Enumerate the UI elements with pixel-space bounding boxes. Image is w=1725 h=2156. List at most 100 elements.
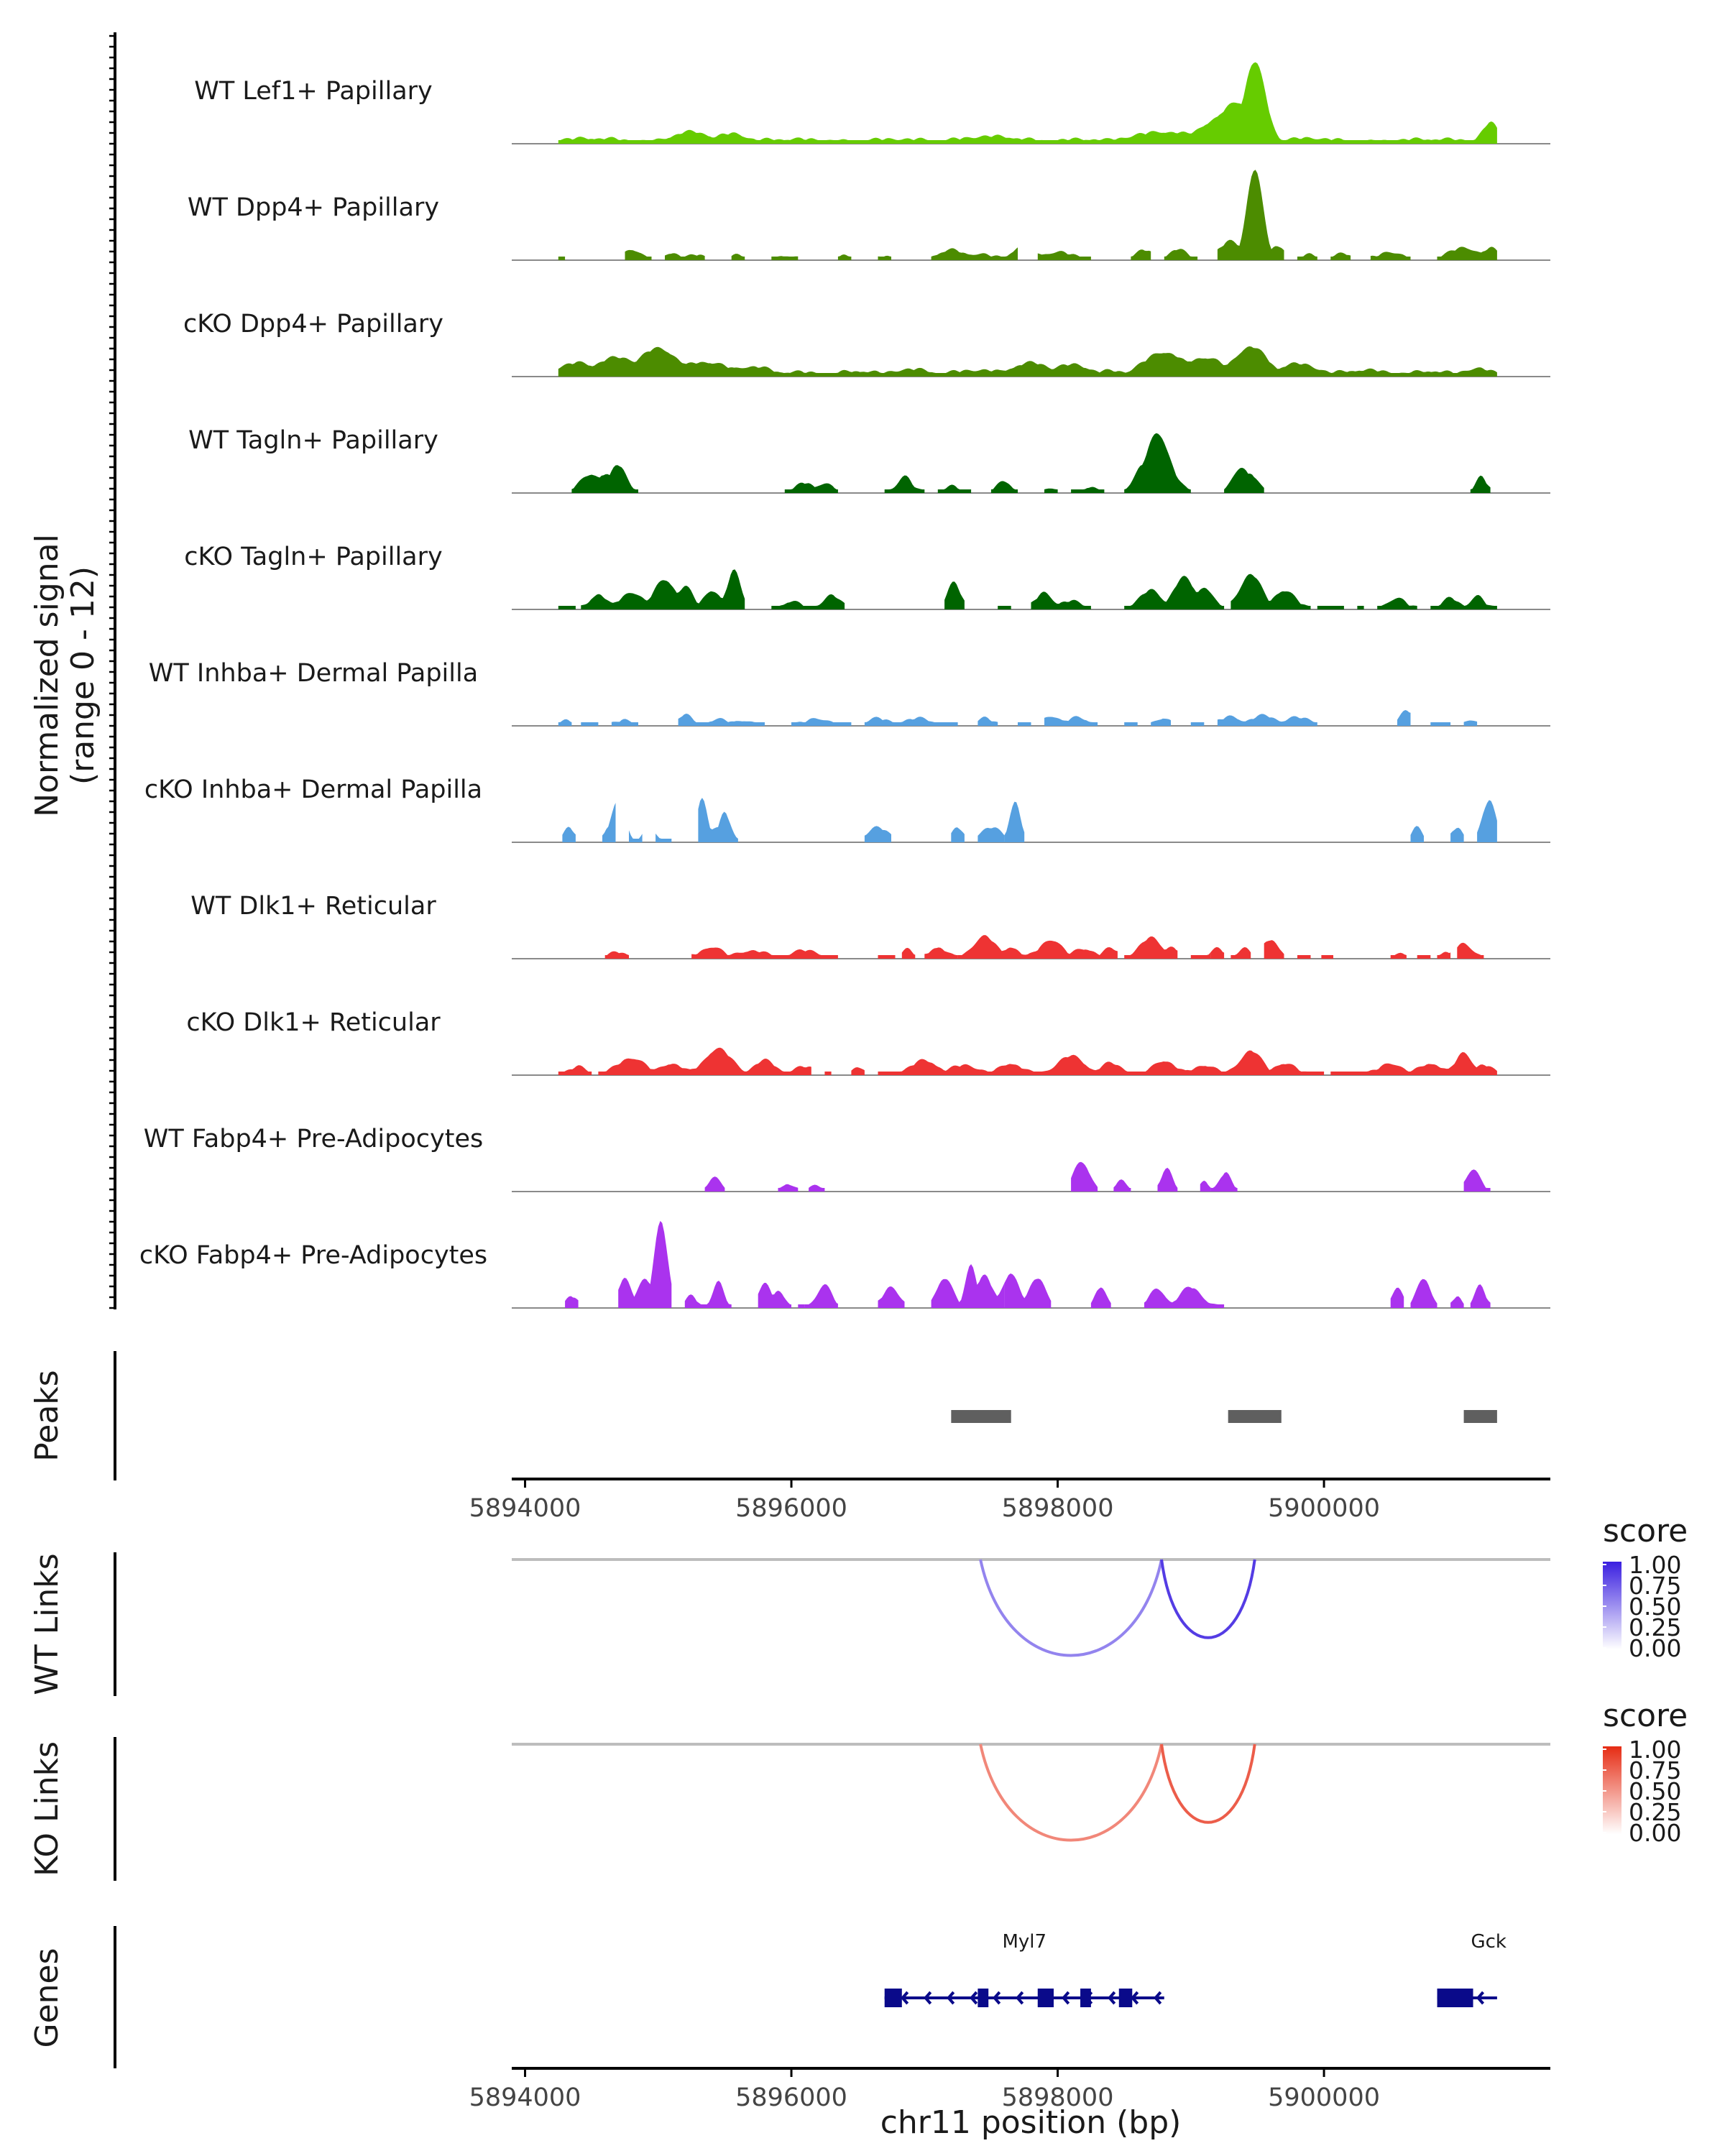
- gene-exon: [1437, 1989, 1473, 2007]
- track-area: [1377, 597, 1417, 609]
- track: WT Inhba+ Dermal Papilla: [149, 659, 1550, 727]
- track: WT Tagln+ Papillary: [188, 426, 1550, 494]
- track-area: [1450, 827, 1464, 842]
- track-area: [1477, 800, 1497, 842]
- track-area: [1463, 1169, 1491, 1192]
- track-area: [1217, 714, 1317, 726]
- legend-title: score: [1603, 1513, 1688, 1549]
- track-area: [1430, 722, 1451, 726]
- track-area: [1297, 955, 1311, 959]
- track-area: [1297, 253, 1317, 260]
- track-area: [1390, 1287, 1404, 1308]
- track-area: [1131, 249, 1151, 260]
- gene: Myl7: [884, 1931, 1164, 2007]
- strand-arrow: [970, 1991, 978, 2005]
- track-area: [1124, 722, 1138, 726]
- track-area: [1190, 722, 1205, 726]
- track: cKO Dpp4+ Papillary: [183, 310, 1550, 377]
- track-area: [884, 475, 925, 493]
- track-area: [611, 719, 638, 726]
- track-area: [1321, 955, 1333, 959]
- track-area: [944, 581, 965, 609]
- gene: Gck: [1437, 1931, 1506, 2007]
- track-area: [558, 719, 572, 726]
- link-arc: [979, 1743, 1164, 1842]
- link-arc: [1160, 1559, 1256, 1639]
- strand-arrow: [1154, 1991, 1162, 2005]
- track-area: [618, 1220, 672, 1308]
- track: cKO Inhba+ Dermal Papilla: [144, 775, 1550, 843]
- x-tick-label: 5898000: [1002, 1494, 1114, 1523]
- gene-exon: [978, 1989, 989, 2007]
- track-area: [1031, 591, 1091, 609]
- track: WT Dlk1+ Reticular: [190, 892, 1550, 959]
- track-area: [1210, 946, 1225, 959]
- track-area: [990, 481, 1018, 493]
- track-area: [924, 947, 958, 959]
- links-label: WT Links: [29, 1553, 65, 1695]
- track-area: [1217, 170, 1284, 260]
- track-area: [1410, 826, 1424, 842]
- y-axis-label-line2: (range 0 - 12): [65, 566, 101, 785]
- strand-arrow: [993, 1991, 1001, 2005]
- track-area: [931, 247, 1018, 260]
- track-area: [1071, 487, 1105, 493]
- x-axis-bottom: 5894000 5896000 5898000 5900000: [469, 2067, 1550, 2112]
- strand-arrow: [1108, 1991, 1116, 2005]
- x-tick-label: 5896000: [735, 1494, 847, 1523]
- track-area: [1190, 952, 1211, 959]
- peaks-label: Peaks: [29, 1370, 65, 1461]
- track-area: [878, 955, 896, 959]
- track-area: [1164, 249, 1198, 260]
- gene-exon: [1118, 1989, 1133, 2007]
- track-area: [1317, 606, 1344, 609]
- track-area: [824, 1072, 832, 1075]
- track-area: [691, 947, 838, 959]
- gene-name: Gck: [1471, 1931, 1506, 1953]
- track: cKO Fabp4+ Pre-Adipocytes: [139, 1220, 1550, 1309]
- track-area: [1330, 1052, 1497, 1075]
- track-area: [791, 718, 852, 726]
- x-tick-label: 5894000: [469, 2083, 581, 2112]
- legend-tick-label: 0.00: [1629, 1819, 1681, 1847]
- x-axis-top: 5894000 5896000 5898000 5900000: [469, 1478, 1550, 1523]
- track-area: [562, 826, 576, 842]
- genes-panel: Genes Myl7 Gck: [29, 1926, 1506, 2068]
- track-label: cKO Inhba+ Dermal Papilla: [144, 775, 482, 804]
- gene-exon: [884, 1989, 902, 2007]
- track-area: [625, 249, 652, 260]
- track-area: [798, 1304, 805, 1308]
- track-area: [1417, 955, 1431, 959]
- legend-title: score: [1603, 1697, 1688, 1734]
- strand-arrow: [901, 1991, 909, 2005]
- track-area: [1330, 252, 1351, 260]
- track-area: [951, 827, 965, 842]
- genes-label: Genes: [29, 1948, 65, 2047]
- track-area: [1230, 573, 1311, 609]
- strand-arrow: [1476, 1991, 1485, 2005]
- legend-tick-label: 0.00: [1629, 1634, 1681, 1662]
- track-area: [1463, 720, 1478, 726]
- coverage-tracks: WT Lef1+ Papillary WT Dpp4+ Papillary cKO …: [139, 62, 1550, 1309]
- x-tick-label: 5898000: [1002, 2083, 1114, 2112]
- track-area: [581, 722, 599, 726]
- track-area: [558, 1065, 592, 1075]
- track: cKO Tagln+ Papillary: [184, 543, 1550, 610]
- coverage-y-axis: [109, 32, 116, 1309]
- track-area: [1200, 1180, 1211, 1192]
- track-label: WT Lef1+ Papillary: [194, 77, 433, 106]
- gene-name: Myl7: [1002, 1931, 1046, 1953]
- track-area: [878, 255, 891, 260]
- peak-region: [1463, 1410, 1497, 1423]
- track-area: [978, 717, 998, 726]
- track-area: [1113, 1179, 1131, 1192]
- strand-arrow: [947, 1991, 955, 2005]
- track-area: [565, 1296, 579, 1308]
- track-area: [1470, 1284, 1491, 1308]
- track-area: [598, 1047, 811, 1075]
- track-area: [1390, 952, 1407, 959]
- legend-tick-label: 0.25: [1629, 1798, 1681, 1826]
- track-label: WT Inhba+ Dermal Papilla: [149, 659, 478, 688]
- track: cKO Dlk1+ Reticular: [186, 1008, 1550, 1076]
